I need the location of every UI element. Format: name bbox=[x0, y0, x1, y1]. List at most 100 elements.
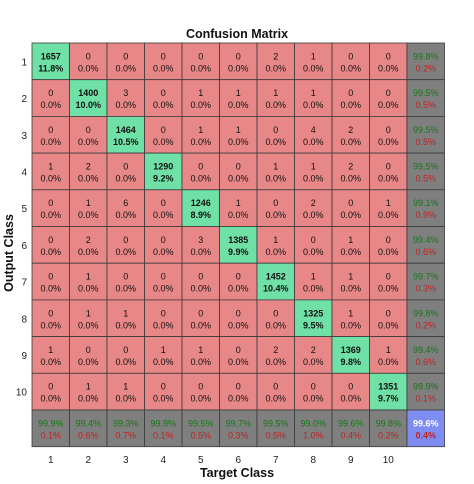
matrix-cell-box bbox=[256, 372, 295, 411]
matrix-cell: 0 0.0% bbox=[369, 262, 408, 301]
column-summary-cell-box bbox=[106, 409, 145, 448]
matrix-cell-bottom: 0.0% bbox=[115, 247, 136, 257]
row-summary-cell-box bbox=[406, 299, 445, 337]
matrix-cell-bottom: 0.0% bbox=[115, 320, 136, 330]
matrix-cell-box bbox=[106, 372, 145, 411]
matrix-cell: 6 0.0% bbox=[106, 189, 145, 227]
matrix-cell-top: 1 bbox=[273, 88, 278, 98]
matrix-cell-box bbox=[69, 42, 108, 81]
matrix-cell: 1 0.0% bbox=[294, 79, 333, 117]
matrix-cell-box bbox=[106, 42, 145, 81]
matrix-cell-box bbox=[181, 116, 220, 154]
matrix-cell: 1 0.0% bbox=[181, 79, 220, 117]
matrix-cell-bottom: 10.4% bbox=[263, 284, 289, 294]
matrix-cell: 0 0.0% bbox=[106, 42, 145, 81]
column-summary-cell-bottom: 0.2% bbox=[378, 430, 399, 440]
matrix-cell-box bbox=[181, 226, 220, 264]
row-summary-cell: 99.9% 0.1% bbox=[406, 372, 445, 411]
matrix-cell-box bbox=[294, 372, 333, 411]
matrix-cell-box bbox=[331, 79, 370, 117]
matrix-cell-top: 0 bbox=[236, 345, 241, 355]
matrix-cell-top: 0 bbox=[273, 198, 278, 208]
matrix-cell: 0 0.0% bbox=[256, 299, 295, 337]
matrix-cell-bottom: 0.0% bbox=[340, 173, 361, 183]
matrix-cell: 2 0.0% bbox=[294, 336, 333, 374]
matrix-cell: 0 0.0% bbox=[31, 226, 70, 264]
matrix-cell-top: 0 bbox=[48, 198, 53, 208]
matrix-cell-box bbox=[256, 189, 295, 227]
matrix-cell-box bbox=[144, 116, 183, 154]
x-tick-label: 5 bbox=[198, 455, 204, 466]
matrix-cell: 0 0.0% bbox=[181, 299, 220, 337]
matrix-cell-top: 0 bbox=[236, 51, 241, 61]
column-summary-cell: 99.7% 0.3% bbox=[219, 409, 258, 448]
matrix-cell-bottom: 0.0% bbox=[115, 210, 136, 220]
matrix-cell: 0 0.0% bbox=[31, 79, 70, 117]
column-summary-cell: 99.6% 0.4% bbox=[331, 409, 370, 448]
column-summary-cell-bottom: 0.5% bbox=[190, 430, 211, 440]
matrix-cell-box bbox=[331, 336, 370, 374]
matrix-cell-bottom: 0.0% bbox=[153, 357, 174, 367]
column-summary-cell: 99.4% 0.6% bbox=[69, 409, 108, 448]
column-summary-cell: 99.5% 0.5% bbox=[256, 409, 295, 448]
matrix-cell-bottom: 0.0% bbox=[265, 357, 286, 367]
x-tick-label: 7 bbox=[273, 455, 279, 466]
overall-accuracy-cell-top: 99.6% bbox=[413, 418, 439, 428]
matrix-cell: 1 0.0% bbox=[256, 226, 295, 264]
matrix-cell: 0 0.0% bbox=[31, 116, 70, 154]
matrix-cell: 1 0.0% bbox=[294, 42, 333, 81]
matrix-cell-top: 0 bbox=[311, 382, 316, 392]
matrix-cell-top: 0 bbox=[48, 382, 53, 392]
matrix-cell-box bbox=[69, 152, 108, 191]
column-summary-cell-bottom: 1.0% bbox=[303, 430, 324, 440]
matrix-cell: 1 0.0% bbox=[219, 189, 258, 227]
row-summary-cell: 99.4% 0.6% bbox=[406, 336, 445, 374]
matrix-cell-top: 3 bbox=[198, 235, 203, 245]
matrix-cell-top: 1 bbox=[123, 382, 128, 392]
matrix-cell-top: 1 bbox=[348, 272, 353, 282]
matrix-cell-bottom: 9.5% bbox=[303, 320, 324, 330]
x-tick-label: 10 bbox=[383, 455, 395, 466]
matrix-cell-box bbox=[144, 299, 183, 337]
matrix-cell: 1400 10.0% bbox=[69, 79, 108, 117]
column-summary-cell-box bbox=[31, 409, 70, 448]
matrix-cell: 0 0.0% bbox=[219, 262, 258, 301]
column-summary-cell-box bbox=[369, 409, 408, 448]
matrix-cell: 0 0.0% bbox=[369, 226, 408, 264]
matrix-cell-top: 0 bbox=[161, 272, 166, 282]
row-summary-cell-top: 99.4% bbox=[413, 345, 439, 355]
matrix-cell: 3 0.0% bbox=[181, 226, 220, 264]
matrix-cell-box bbox=[106, 226, 145, 264]
column-summary-cell-bottom: 0.5% bbox=[265, 430, 286, 440]
matrix-cell-top: 1290 bbox=[153, 161, 173, 171]
matrix-cell-bottom: 0.0% bbox=[115, 173, 136, 183]
matrix-cell: 0 0.0% bbox=[106, 152, 145, 191]
row-summary-cell: 99.5% 0.5% bbox=[406, 152, 445, 191]
matrix-cell-box bbox=[31, 189, 70, 227]
matrix-cell-bottom: 9.9% bbox=[228, 247, 249, 257]
matrix-cell-bottom: 0.0% bbox=[303, 284, 324, 294]
y-tick-label: 10 bbox=[16, 388, 28, 399]
matrix-cell: 1 0.0% bbox=[69, 299, 108, 337]
column-summary-cell-bottom: 0.1% bbox=[153, 430, 174, 440]
matrix-cell: 0 0.0% bbox=[256, 189, 295, 227]
matrix-cell-bottom: 0.0% bbox=[340, 247, 361, 257]
matrix-cell-top: 0 bbox=[236, 161, 241, 171]
matrix-cell-top: 0 bbox=[348, 198, 353, 208]
row-summary-cell-top: 99.5% bbox=[413, 161, 439, 171]
matrix-cell-box bbox=[31, 116, 70, 154]
matrix-cell-box bbox=[331, 372, 370, 411]
matrix-cell: 0 0.0% bbox=[331, 372, 370, 411]
matrix-cell-box bbox=[219, 79, 258, 117]
matrix-cell: 0 0.0% bbox=[369, 299, 408, 337]
matrix-cell: 1452 10.4% bbox=[256, 262, 295, 301]
column-summary-cell: 99.3% 0.7% bbox=[106, 409, 145, 448]
row-summary-cell-box bbox=[406, 372, 445, 411]
column-summary-cell-top: 99.4% bbox=[75, 418, 101, 428]
matrix-cell-top: 2 bbox=[348, 161, 353, 171]
matrix-cell-box bbox=[31, 262, 70, 301]
matrix-cell-bottom: 0.0% bbox=[40, 210, 61, 220]
matrix-cell: 0 0.0% bbox=[219, 336, 258, 374]
matrix-cell-bottom: 0.0% bbox=[303, 357, 324, 367]
matrix-cell: 2 0.0% bbox=[256, 336, 295, 374]
